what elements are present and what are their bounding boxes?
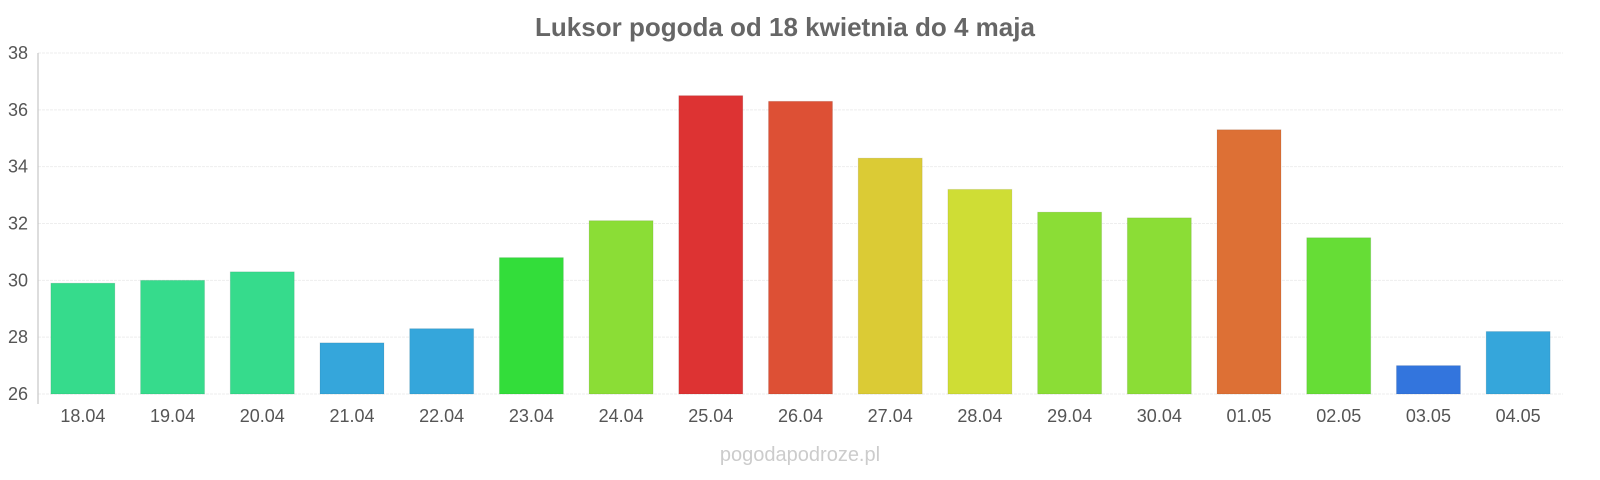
y-tick-label: 30	[8, 270, 28, 290]
bar-01.05	[1216, 129, 1282, 395]
y-tick-label: 32	[8, 214, 28, 234]
x-tick-label: 23.04	[509, 406, 554, 426]
x-tick-label: 25.04	[688, 406, 733, 426]
x-tick-label: 20.04	[240, 406, 285, 426]
bar-04.05	[1485, 330, 1551, 395]
bar-30.04	[1126, 217, 1192, 395]
bar-24.04	[588, 220, 654, 395]
bar-25.04	[678, 95, 744, 395]
bar-27.04	[857, 157, 923, 395]
x-tick-label: 02.05	[1316, 406, 1361, 426]
chart-title: Luksor pogoda od 18 kwietnia do 4 maja	[535, 12, 1035, 42]
y-tick-label: 36	[8, 100, 28, 120]
bar-18.04	[50, 282, 116, 395]
credit-watermark: pogodapodroze.pl	[720, 444, 880, 466]
bar-23.04	[498, 257, 564, 395]
x-tick-label: 22.04	[419, 406, 464, 426]
bar-28.04	[947, 188, 1013, 395]
x-tick-label: 21.04	[329, 406, 374, 426]
x-tick-label: 26.04	[778, 406, 823, 426]
y-tick-label: 38	[8, 43, 28, 63]
bar-02.05	[1306, 237, 1372, 395]
x-tick-label: 04.05	[1496, 406, 1541, 426]
x-tick-label: 28.04	[957, 406, 1002, 426]
x-tick-label: 27.04	[868, 406, 913, 426]
bar-26.04	[768, 100, 833, 395]
x-tick-label: 03.05	[1406, 406, 1451, 426]
x-tick-label: 19.04	[150, 406, 195, 426]
y-tick-label: 28	[8, 327, 28, 347]
y-tick-label: 26	[8, 384, 28, 404]
y-tick-label: 34	[8, 157, 28, 177]
x-tick-label: 30.04	[1137, 406, 1182, 426]
bar-20.04	[229, 271, 295, 395]
x-tick-label: 24.04	[599, 406, 644, 426]
x-tick-label: 01.05	[1227, 406, 1272, 426]
bar-19.04	[140, 279, 206, 395]
bar-21.04	[319, 342, 385, 395]
bar-29.04	[1037, 211, 1103, 395]
x-tick-label: 29.04	[1047, 406, 1092, 426]
bar-22.04	[409, 328, 475, 395]
bar-03.05	[1395, 365, 1461, 395]
x-tick-label: 18.04	[60, 406, 105, 426]
